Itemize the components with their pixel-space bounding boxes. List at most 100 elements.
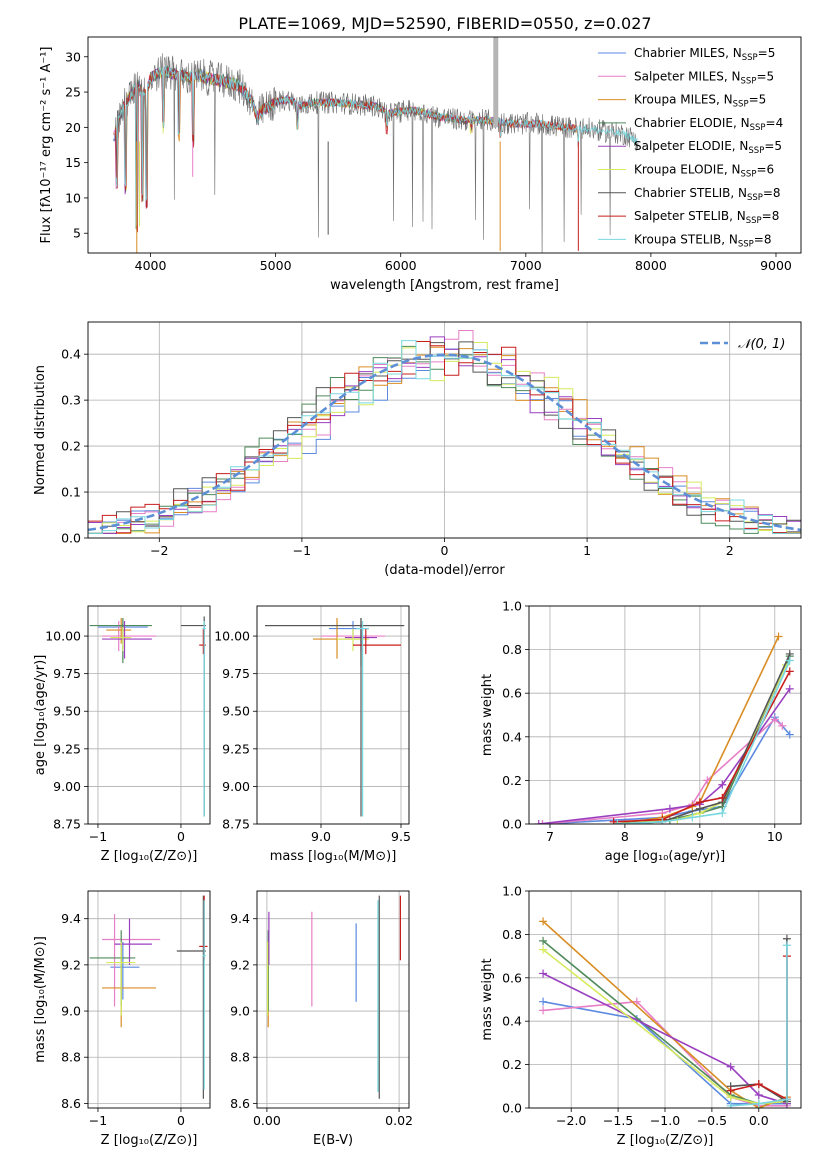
y-axis-label: Normed distribution bbox=[33, 365, 48, 495]
x-tick-label: 0.02 bbox=[385, 1113, 413, 1128]
y-tick-label: 0.6 bbox=[502, 970, 522, 985]
y-tick-label: 10 bbox=[65, 190, 81, 205]
legend-label-sub: SSP bbox=[750, 123, 766, 133]
legend-label-name: Salpeter STELIB, N bbox=[634, 209, 746, 223]
y-tick-label: 30 bbox=[65, 49, 81, 64]
axes-frame bbox=[87, 36, 802, 254]
y-tick-label: 9.2 bbox=[230, 957, 250, 972]
weight-marker bbox=[726, 1062, 735, 1071]
legend-label-count: =5 bbox=[758, 46, 776, 60]
legend: 𝒩(0, 1) bbox=[700, 337, 785, 352]
x-axis-label: (data-model)/error bbox=[384, 563, 505, 578]
x-tick-label: 9 bbox=[696, 829, 704, 844]
weight-marker bbox=[539, 997, 548, 1006]
x-tick-label: −1 bbox=[293, 543, 311, 558]
legend-label-sub: SSP bbox=[742, 53, 758, 63]
y-tick-label: 9.4 bbox=[61, 911, 81, 926]
y-tick-label: 8.75 bbox=[53, 817, 81, 832]
y-tick-label: 1.0 bbox=[502, 884, 522, 899]
spectrum-line bbox=[115, 66, 639, 227]
y-tick-label: 9.25 bbox=[222, 741, 250, 756]
y-tick-label: 0.4 bbox=[61, 347, 81, 362]
axes-frame bbox=[87, 890, 211, 1109]
x-axis-label: wavelength [Angstrom, rest frame] bbox=[330, 278, 559, 293]
x-tick-label: 2 bbox=[726, 543, 734, 558]
x-tick-label: 0.00 bbox=[253, 1113, 281, 1128]
y-tick-label: 0.0 bbox=[61, 531, 81, 546]
y-tick-label: 0.0 bbox=[502, 817, 522, 832]
legend-label: Salpeter MILES, NSSP=5 bbox=[634, 69, 774, 86]
x-axis-label: mass [log₁₀(M/M⊙)] bbox=[270, 849, 397, 864]
plot-area bbox=[266, 895, 402, 1099]
weight-marker bbox=[770, 715, 779, 724]
axes-frame bbox=[256, 605, 410, 825]
weight-marker bbox=[754, 1099, 763, 1108]
legend-label-sub: SSP bbox=[741, 76, 757, 86]
weight-marker bbox=[785, 730, 794, 739]
y-tick-label: 8.6 bbox=[61, 1096, 81, 1111]
weight-marker bbox=[754, 1080, 763, 1089]
weight-line bbox=[542, 718, 783, 824]
weight-line bbox=[542, 972, 788, 1105]
panel-age_vs_mass: 9.0 9.5 8.75 9.00 9.25 9.50 9.75 10.00 mass [log… bbox=[214, 605, 411, 864]
spectrum-line bbox=[113, 65, 501, 230]
x-tick-label: 5000 bbox=[260, 258, 292, 273]
y-tick-label: 9.0 bbox=[230, 1004, 250, 1019]
y-tick-label: 9.2 bbox=[61, 957, 81, 972]
y-tick-label: 10.00 bbox=[45, 629, 81, 644]
legend-label-name: Chabrier STELIB, N bbox=[634, 186, 747, 200]
spectrum-line bbox=[114, 67, 501, 227]
legend-label-name: Salpeter MILES, N bbox=[634, 69, 741, 83]
spectrum-line bbox=[113, 67, 579, 229]
y-tick-label: 9.00 bbox=[222, 779, 250, 794]
legend-label-count: =8 bbox=[754, 232, 772, 246]
y-axis-label: mass weight bbox=[480, 958, 495, 1040]
panel-residuals: −2 −1 0 1 2 0.0 0.1 0.2 0.3 0.4 (data-model)/error… bbox=[33, 321, 802, 578]
y-tick-label: 8.75 bbox=[222, 817, 250, 832]
plot-area bbox=[88, 330, 801, 534]
weight-marker bbox=[534, 820, 543, 824]
y-tick-label: 0.4 bbox=[502, 1014, 522, 1029]
panel-weight_vs_age: 7 8 9 10 0.0 0.2 0.4 0.6 0.8 1.0 age [log₁₀(age/yr… bbox=[480, 599, 802, 864]
weight-marker bbox=[695, 798, 704, 807]
x-tick-label: −2 bbox=[150, 543, 168, 558]
x-tick-label: 9.0 bbox=[311, 829, 331, 844]
weight-marker bbox=[539, 936, 548, 945]
x-axis-label: Z [log₁₀(Z/Z⊙)] bbox=[101, 1133, 198, 1148]
weight-marker bbox=[726, 1086, 735, 1095]
weight-line bbox=[617, 664, 787, 824]
weight-marker bbox=[754, 1090, 763, 1099]
legend-label-name: Kroupa MILES, N bbox=[634, 93, 733, 107]
legend-label: Kroupa MILES, NSSP=5 bbox=[634, 93, 766, 110]
weight-line bbox=[542, 948, 787, 1105]
weight-marker bbox=[609, 817, 618, 824]
x-tick-label: 8 bbox=[621, 829, 629, 844]
y-axis-label: Flux [fλ10⁻¹⁷ erg cm⁻² s⁻¹ A⁻¹] bbox=[39, 47, 54, 244]
weight-line bbox=[617, 655, 791, 824]
x-tick-label: 6000 bbox=[385, 258, 417, 273]
panel-mass_vs_ebv: 0.00 0.02 8.6 8.8 9.0 9.2 9.4 E(B-V) bbox=[230, 890, 413, 1148]
weight-marker bbox=[613, 820, 622, 824]
panel-spectrum: 4000 5000 6000 7000 8000 9000 5 10 15 20 25 30 wavel… bbox=[39, 36, 802, 293]
legend-label-sub: SSP bbox=[738, 239, 754, 249]
y-tick-label: 9.4 bbox=[230, 911, 250, 926]
legend-label: Chabrier MILES, NSSP=5 bbox=[634, 46, 775, 63]
x-axis-label: Z [log₁₀(Z/Z⊙)] bbox=[617, 1133, 714, 1148]
plot-area bbox=[89, 895, 208, 1099]
legend-label-sub: SSP bbox=[747, 193, 763, 203]
y-tick-label: 9.75 bbox=[222, 666, 250, 681]
axes-frame bbox=[87, 605, 211, 825]
legend-label-count: =5 bbox=[749, 93, 767, 107]
weight-marker bbox=[632, 997, 641, 1006]
x-tick-label: 0.0 bbox=[749, 1113, 769, 1128]
y-tick-label: 15 bbox=[65, 155, 81, 170]
y-tick-label: 0.8 bbox=[502, 927, 522, 942]
y-tick-label: 0.4 bbox=[502, 729, 522, 744]
y-tick-label: 9.00 bbox=[53, 779, 81, 794]
spectrum-line bbox=[112, 66, 576, 232]
y-tick-label: 0.6 bbox=[502, 686, 522, 701]
y-tick-label: 0.0 bbox=[502, 1101, 522, 1116]
y-tick-label: 9.50 bbox=[222, 704, 250, 719]
x-tick-label: −1.5 bbox=[603, 1113, 633, 1128]
